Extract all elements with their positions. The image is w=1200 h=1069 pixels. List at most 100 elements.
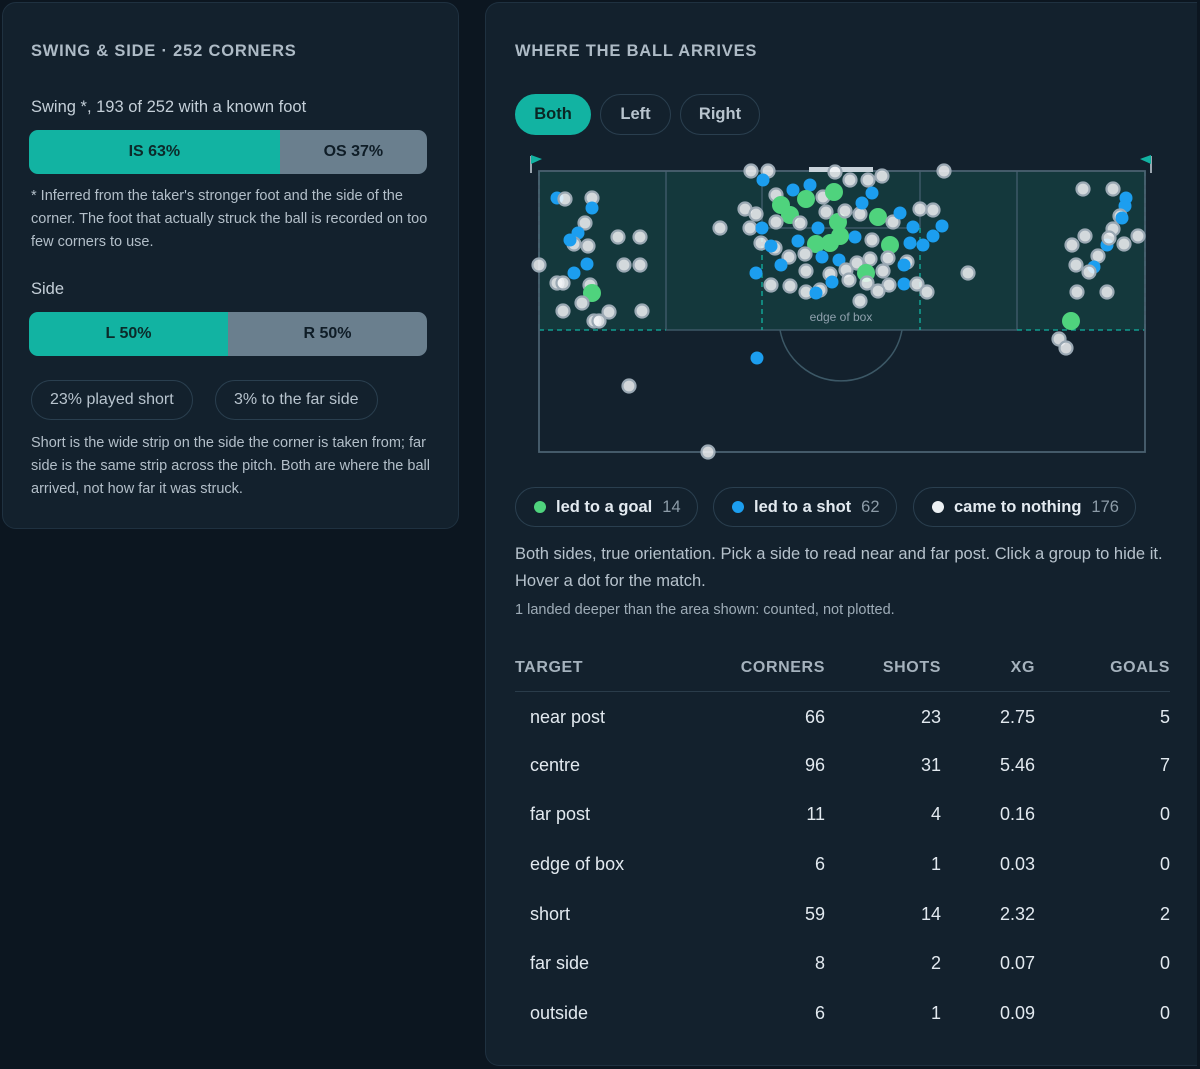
nothing-dot[interactable] <box>919 284 935 300</box>
nothing-dot[interactable] <box>864 232 880 248</box>
shot-dot[interactable] <box>935 219 949 233</box>
tab-both[interactable]: Both <box>515 94 591 135</box>
shot-dot[interactable] <box>865 186 879 200</box>
nothing-dot[interactable] <box>1077 228 1093 244</box>
nothing-dot[interactable] <box>1130 228 1146 244</box>
shot-dot[interactable] <box>855 196 869 210</box>
shot-dot[interactable] <box>903 236 917 250</box>
nothing-dot[interactable] <box>743 163 759 179</box>
nothing-dot[interactable] <box>842 172 858 188</box>
shot-dot[interactable] <box>897 258 911 272</box>
nothing-dot[interactable] <box>1064 237 1080 253</box>
nothing-dot[interactable] <box>936 163 952 179</box>
nothing-dot[interactable] <box>1058 340 1074 356</box>
goal-dot[interactable] <box>881 236 899 254</box>
shot-dot[interactable] <box>809 286 823 300</box>
nothing-dot[interactable] <box>763 277 779 293</box>
shot-dot[interactable] <box>774 258 788 272</box>
nothing-dot[interactable] <box>798 263 814 279</box>
shot-dot[interactable] <box>832 253 846 267</box>
nothing-dot[interactable] <box>712 220 728 236</box>
shot-dot[interactable] <box>563 233 577 247</box>
nothing-dot[interactable] <box>1069 284 1085 300</box>
shot-dot[interactable] <box>756 173 770 187</box>
nothing-dot[interactable] <box>862 251 878 267</box>
nothing-dot[interactable] <box>797 246 813 262</box>
goal-dot[interactable] <box>807 235 825 253</box>
shot-dot[interactable] <box>786 183 800 197</box>
shot-dot[interactable] <box>897 277 911 291</box>
legend-shot[interactable]: led to a shot 62 <box>713 487 897 527</box>
nothing-dot[interactable] <box>555 303 571 319</box>
tab-left[interactable]: Left <box>600 94 671 135</box>
nothing-dot[interactable] <box>782 278 798 294</box>
nothing-dot[interactable] <box>531 257 547 273</box>
nothing-dot[interactable] <box>792 215 808 231</box>
nothing-dot[interactable] <box>837 203 853 219</box>
shot-dot[interactable] <box>825 275 839 289</box>
nothing-dot[interactable] <box>852 293 868 309</box>
nothing-dot[interactable] <box>610 229 626 245</box>
shot-dot[interactable] <box>755 221 769 235</box>
shot-dot[interactable] <box>764 239 778 253</box>
shot-dot[interactable] <box>749 266 763 280</box>
nothing-dot[interactable] <box>875 263 891 279</box>
shot-dot[interactable] <box>750 351 764 365</box>
nothing-dot[interactable] <box>870 283 886 299</box>
nothing-dot[interactable] <box>748 206 764 222</box>
nothing-dot[interactable] <box>555 275 571 291</box>
nothing-dot[interactable] <box>574 295 590 311</box>
nothing-dot[interactable] <box>1075 181 1091 197</box>
goal-dot[interactable] <box>797 190 815 208</box>
goal-dot[interactable] <box>821 234 839 252</box>
nothing-dot[interactable] <box>818 204 834 220</box>
shot-dot[interactable] <box>585 201 599 215</box>
goal-dot[interactable] <box>583 284 601 302</box>
nothing-dot[interactable] <box>742 220 758 236</box>
legend-nothing[interactable]: came to nothing 176 <box>913 487 1136 527</box>
nothing-dot[interactable] <box>880 250 896 266</box>
tab-right[interactable]: Right <box>680 94 760 135</box>
nothing-dot[interactable] <box>885 214 901 230</box>
nothing-dot[interactable] <box>632 229 648 245</box>
goal-dot[interactable] <box>825 183 843 201</box>
goal-dot[interactable] <box>1062 312 1080 330</box>
nothing-dot[interactable] <box>852 206 868 222</box>
nothing-dot[interactable] <box>909 276 925 292</box>
shot-dot[interactable] <box>1115 211 1129 225</box>
nothing-dot[interactable] <box>827 164 843 180</box>
nothing-dot[interactable] <box>960 265 976 281</box>
nothing-dot[interactable] <box>768 214 784 230</box>
nothing-dot[interactable] <box>601 304 617 320</box>
shot-dot[interactable] <box>848 230 862 244</box>
legend-goal[interactable]: led to a goal 14 <box>515 487 698 527</box>
nothing-dot[interactable] <box>912 201 928 217</box>
shot-dot[interactable] <box>803 178 817 192</box>
nothing-dot[interactable] <box>557 191 573 207</box>
shot-dot[interactable] <box>811 221 825 235</box>
nothing-dot[interactable] <box>859 275 875 291</box>
nothing-dot[interactable] <box>925 202 941 218</box>
shot-dot[interactable] <box>791 234 805 248</box>
nothing-dot[interactable] <box>874 168 890 184</box>
nothing-dot[interactable] <box>580 238 596 254</box>
nothing-dot[interactable] <box>591 313 607 329</box>
nothing-dot[interactable] <box>1099 284 1115 300</box>
shot-dot[interactable] <box>906 220 920 234</box>
nothing-dot[interactable] <box>1116 236 1132 252</box>
goal-dot[interactable] <box>869 208 887 226</box>
nothing-dot[interactable] <box>621 378 637 394</box>
nothing-dot[interactable] <box>632 257 648 273</box>
nothing-dot[interactable] <box>1105 181 1121 197</box>
nothing-dot[interactable] <box>577 215 593 231</box>
shot-dot[interactable] <box>926 229 940 243</box>
nothing-dot[interactable] <box>1101 230 1117 246</box>
shot-dot[interactable] <box>567 266 581 280</box>
shot-dot[interactable] <box>893 206 907 220</box>
nothing-dot[interactable] <box>634 303 650 319</box>
nothing-dot[interactable] <box>1068 257 1084 273</box>
shot-dot[interactable] <box>916 238 930 252</box>
nothing-dot[interactable] <box>616 257 632 273</box>
nothing-dot[interactable] <box>781 249 797 265</box>
nothing-dot[interactable] <box>860 172 876 188</box>
